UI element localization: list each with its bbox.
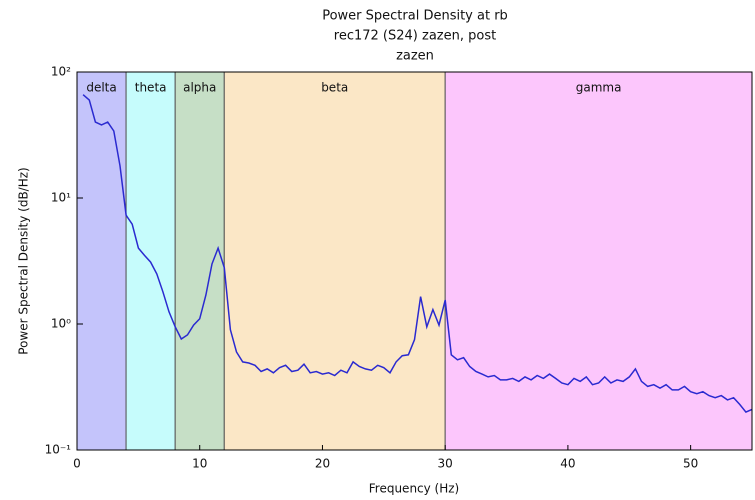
data-line (82, 94, 753, 414)
x-axis-label: Frequency (Hz) (369, 482, 460, 496)
band-label: theta (135, 81, 167, 95)
chart-title: rec172 (S24) zazen, post (334, 29, 496, 44)
x-tick-label: 20 (315, 457, 330, 471)
y-tick-label: 10² (51, 65, 71, 79)
band (174, 71, 225, 451)
band-label: gamma (576, 81, 622, 95)
y-tick-label: 10⁰ (51, 317, 71, 331)
band (223, 71, 446, 451)
chart-title: zazen (396, 49, 434, 64)
x-tick-label: 40 (560, 457, 575, 471)
band (76, 71, 127, 451)
x-tick-label: 50 (683, 457, 698, 471)
y-axis-label: Power Spectral Density (dB/Hz) (17, 167, 31, 354)
x-tick-label: 10 (192, 457, 207, 471)
chart-title: Power Spectral Density at rb (322, 9, 508, 24)
band-label: alpha (183, 81, 216, 95)
y-tick-label: 10¹ (51, 191, 71, 205)
band (125, 71, 176, 451)
band-label: beta (321, 81, 348, 95)
x-tick-label: 0 (73, 457, 81, 471)
band-label: delta (86, 81, 116, 95)
y-tick-label: 10⁻¹ (45, 443, 72, 457)
band (444, 71, 753, 451)
x-tick-label: 30 (438, 457, 453, 471)
plot-frame (76, 71, 753, 451)
